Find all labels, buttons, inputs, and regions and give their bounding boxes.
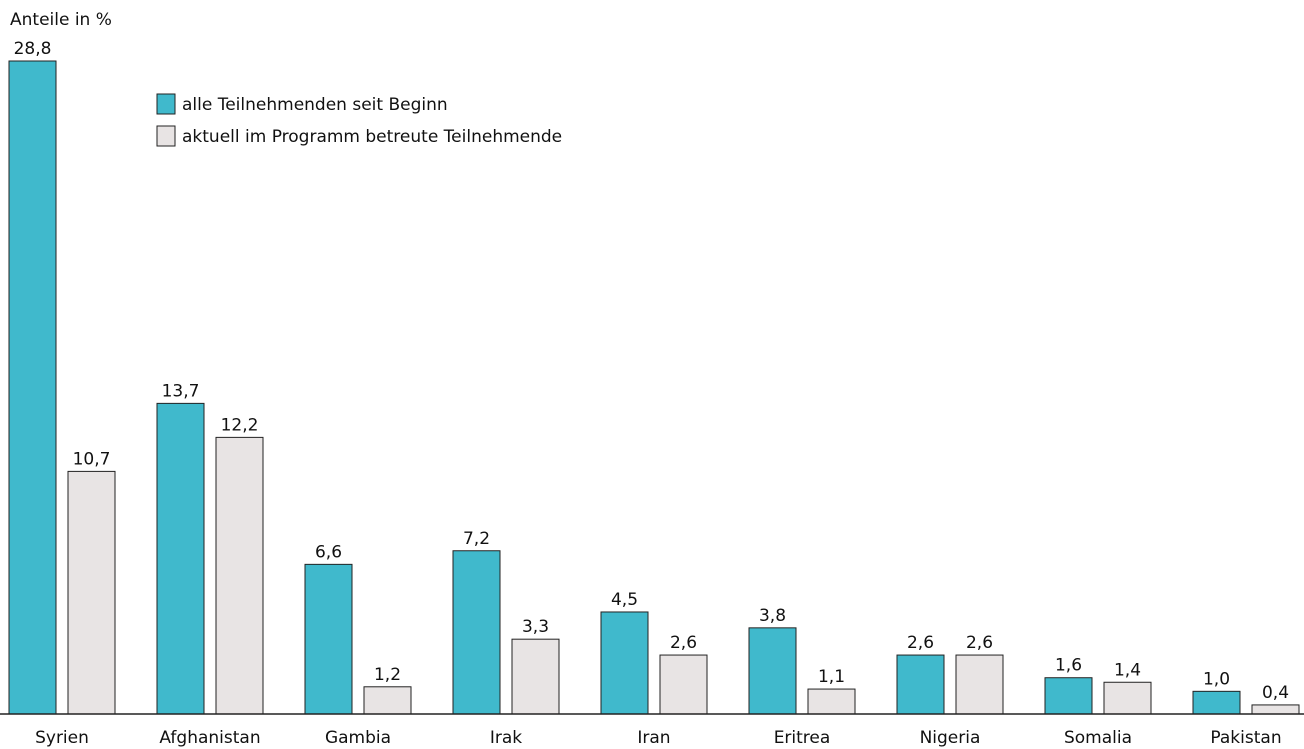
legend-label: aktuell im Programm betreute Teilnehmend… [182, 127, 562, 147]
legend-swatch [156, 125, 176, 147]
x-tick-label: Somalia [1064, 728, 1132, 748]
bar [156, 402, 205, 715]
x-tick-label: Irak [490, 728, 522, 748]
bar [600, 611, 649, 715]
bar [215, 436, 264, 715]
x-tick-label: Afghanistan [159, 728, 260, 748]
value-label: 1,4 [1114, 660, 1141, 680]
value-label: 3,3 [522, 617, 549, 637]
bar [955, 654, 1004, 715]
bar [363, 686, 412, 715]
value-label: 1,0 [1203, 669, 1230, 689]
bar [1192, 690, 1241, 715]
x-tick-label: Nigeria [920, 728, 981, 748]
value-label: 2,6 [966, 633, 993, 653]
bar [748, 627, 797, 715]
value-label: 0,4 [1262, 683, 1289, 703]
bar [659, 654, 708, 715]
legend-swatch [156, 93, 176, 115]
bar [67, 470, 116, 715]
bar [1103, 681, 1152, 715]
value-label: 3,8 [759, 606, 786, 626]
value-label: 1,1 [818, 667, 845, 687]
x-tick-label: Iran [637, 728, 670, 748]
bar [896, 654, 945, 715]
value-label: 7,2 [463, 529, 490, 549]
x-tick-label: Syrien [35, 728, 89, 748]
bar [304, 563, 353, 715]
value-label: 13,7 [162, 381, 200, 401]
value-label: 12,2 [221, 415, 259, 435]
bar [8, 60, 57, 715]
value-label: 6,6 [315, 542, 342, 562]
bar [1251, 704, 1300, 715]
legend-label: alle Teilnehmenden seit Beginn [182, 95, 448, 115]
bar [511, 638, 560, 715]
value-label: 28,8 [14, 39, 52, 59]
value-label: 4,5 [611, 590, 638, 610]
value-label: 10,7 [73, 449, 111, 469]
value-label: 2,6 [907, 633, 934, 653]
x-tick-label: Eritrea [774, 728, 831, 748]
value-label: 1,2 [374, 665, 401, 685]
value-label: 1,6 [1055, 656, 1082, 676]
y-axis-label: Anteile in % [10, 10, 112, 30]
bar [1044, 677, 1093, 715]
value-label: 2,6 [670, 633, 697, 653]
x-tick-label: Pakistan [1210, 728, 1281, 748]
bar [807, 688, 856, 715]
x-tick-label: Gambia [325, 728, 391, 748]
bar [452, 550, 501, 715]
